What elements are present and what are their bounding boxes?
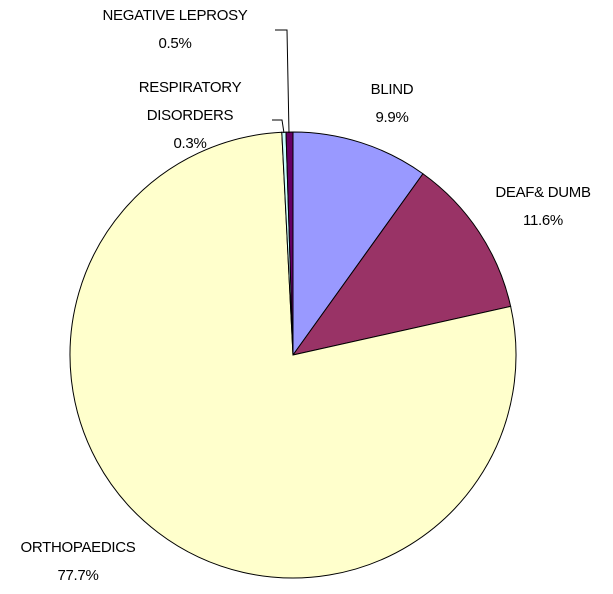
slice-label: NEGATIVE LEPROSY 0.5% [75,2,275,58]
slice-label: RESPIRATORY DISORDERS 0.3% [125,74,255,158]
category-label: DEAF& DUMB [495,184,591,201]
pie-slice [291,173,512,356]
pie-slice [292,131,424,357]
slice-label: ORTHOPAEDICS 77.7% [0,534,158,590]
value-label: 0.3% [173,135,207,152]
value-label: 11.6% [523,212,563,229]
value-label: 0.5% [158,35,192,52]
category-label: ORTHOPAEDICS [20,539,136,556]
category-label: RESPIRATORY DISORDERS [138,79,242,124]
slice-label: BLIND 9.9% [332,76,452,132]
leader-line [272,119,285,134]
leader-line [275,29,290,134]
pie-slice [69,131,517,579]
category-label: BLIND [370,81,414,98]
slice-label: DEAF& DUMB 11.6% [478,179,608,235]
pie-slice [285,131,294,356]
category-label: NEGATIVE LEPROSY [102,7,248,24]
value-label: 77.7% [57,567,99,584]
value-label: 9.9% [375,109,409,126]
